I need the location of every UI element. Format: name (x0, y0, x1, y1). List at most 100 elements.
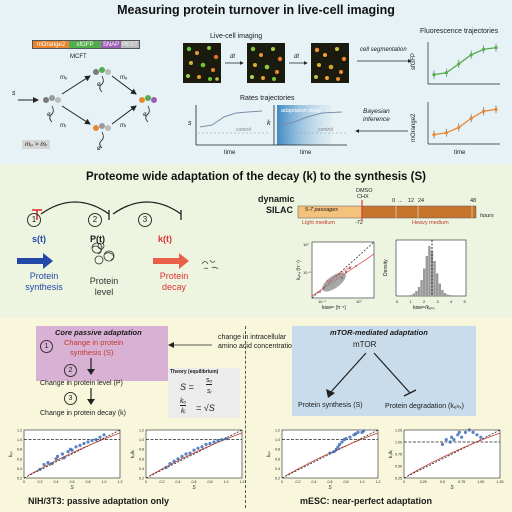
data-point (448, 440, 452, 444)
data-point (54, 457, 58, 461)
dt-label-1: dt (230, 54, 236, 60)
hist-bar (425, 256, 428, 296)
y-axis-label: kₑₕ (8, 451, 13, 457)
s-t-label: s(t) (32, 234, 46, 244)
hist-xtick: 1 (409, 299, 412, 304)
data-point (184, 452, 188, 456)
synthesis-label-2: synthesis (25, 282, 63, 292)
data-point (467, 428, 471, 432)
bot-step-2: 2 (64, 364, 77, 377)
data-point (332, 450, 336, 454)
morange2-trajectory-chart (427, 102, 500, 145)
ratio-histogram (395, 239, 467, 297)
scatter-xlabel: kᴅᴍˢᵒ (h⁻¹) (322, 305, 347, 311)
y-tick-label: 1.0 (17, 438, 22, 442)
mtor-box (292, 326, 476, 416)
y-tick-label: 0.2 (275, 477, 280, 481)
decay-arrow (99, 75, 104, 93)
hist-bar (428, 246, 431, 296)
data-point (42, 462, 46, 467)
eq1-lhs: S = (180, 382, 194, 392)
data-point (334, 447, 338, 451)
inhibition-arc-1 (40, 201, 110, 215)
data-point (340, 440, 344, 444)
step-1-badge: 1 (27, 213, 41, 227)
rate-mr-1: mᵣ (60, 123, 67, 129)
imaging-frame-1 (183, 43, 221, 83)
y-tick-label: 1.00 (395, 441, 402, 445)
hist-xtick: 3 (436, 299, 439, 304)
heavy-medium-bar (361, 205, 477, 219)
trajectory-point (469, 53, 473, 57)
data-point (46, 461, 50, 465)
k-rate-line (277, 111, 343, 126)
y-tick-label: 0.6 (17, 457, 22, 461)
data-point (479, 435, 483, 439)
nih-kratio-vs-s-plot: 0.20.40.60.81.01.20 0.2 0.4 0.6 0.8 1.0 1.2Skₒ… (130, 429, 245, 491)
data-point (456, 433, 460, 437)
data-point (471, 430, 475, 434)
data-point (180, 454, 184, 458)
imaging-frames (183, 43, 349, 83)
data-point (440, 442, 444, 446)
segmentation-arrow (357, 59, 412, 63)
y-tick-label: 0.50 (395, 465, 402, 469)
change-level: Change in protein level (P) (40, 380, 123, 387)
data-point (38, 467, 42, 471)
data-point (336, 445, 340, 449)
hist-ylabel: Density (383, 259, 389, 276)
rates-k-label: k (267, 120, 271, 127)
time-dots: ... (398, 198, 403, 204)
sfgfp-axis-label: sfGFP (411, 52, 417, 70)
construct-pest: PEST (121, 41, 139, 48)
hist-xtick: 0 (396, 299, 399, 304)
hist-xtick: 5 (463, 299, 466, 304)
chx-label: CHX (357, 194, 369, 200)
segmentation-label: cell segmentation (360, 47, 407, 53)
data-point (328, 451, 332, 455)
x-tick-label: 0 (23, 480, 25, 484)
x-tick-label: 0 (281, 480, 283, 484)
imaging-frame-3 (311, 43, 349, 83)
amino-text-1: change in intracellular (218, 334, 287, 341)
bottom-panel: Core passive adaptation 1 Change in prot… (0, 318, 512, 512)
control-label-1: control (236, 127, 252, 133)
p-t-label: P(t) (90, 234, 105, 244)
hist-bar (438, 283, 441, 296)
construct-snap: SNAP (101, 41, 121, 48)
y-tick-label: 0.2 (17, 477, 22, 481)
construct-name: MCFT (70, 54, 87, 60)
down-arrow-1 (87, 358, 95, 375)
passages-label: 5-7 passages (305, 207, 339, 213)
kinetic-scheme (18, 67, 157, 149)
data-point (348, 435, 352, 439)
trajectory-point (432, 133, 436, 137)
trajectories-label: Fluorescence trajectories (420, 28, 499, 35)
theory-curve (407, 432, 501, 476)
core-title: Core passive adaptation (55, 328, 142, 337)
y-tick-label: 0.6 (139, 457, 144, 461)
eq2-rhs: = √S (196, 403, 215, 413)
x-tick-label: 0.2 (38, 480, 43, 484)
middle-title: Proteome wide adaptation of the decay (k… (86, 171, 426, 183)
x-tick-label: 1.2 (376, 480, 381, 484)
data-point (66, 450, 70, 454)
heavy-medium-label: Heavy medium (412, 220, 449, 226)
degradation-o-4: ø (143, 112, 147, 118)
x-tick-label: 1.0 (102, 480, 107, 484)
rate-mo-2: mₒ (120, 75, 128, 81)
trajectory-line (433, 108, 497, 136)
data-point (50, 462, 54, 466)
protein-blob-icon (91, 242, 115, 265)
hist-bar (449, 295, 452, 296)
protein-synthesis-label: Protein synthesis (S) (298, 402, 363, 409)
hist-bar (415, 291, 418, 296)
y-tick-label: 1.0 (139, 438, 144, 442)
trajectory-point (432, 73, 436, 77)
construct-bar: mOrange2 sfGFP SNAP PEST (32, 40, 140, 49)
data-point (168, 462, 172, 466)
data-point (164, 465, 168, 470)
x-tick-label: 1.00 (477, 480, 484, 484)
data-point (452, 438, 456, 442)
mtor-branches (326, 352, 417, 398)
